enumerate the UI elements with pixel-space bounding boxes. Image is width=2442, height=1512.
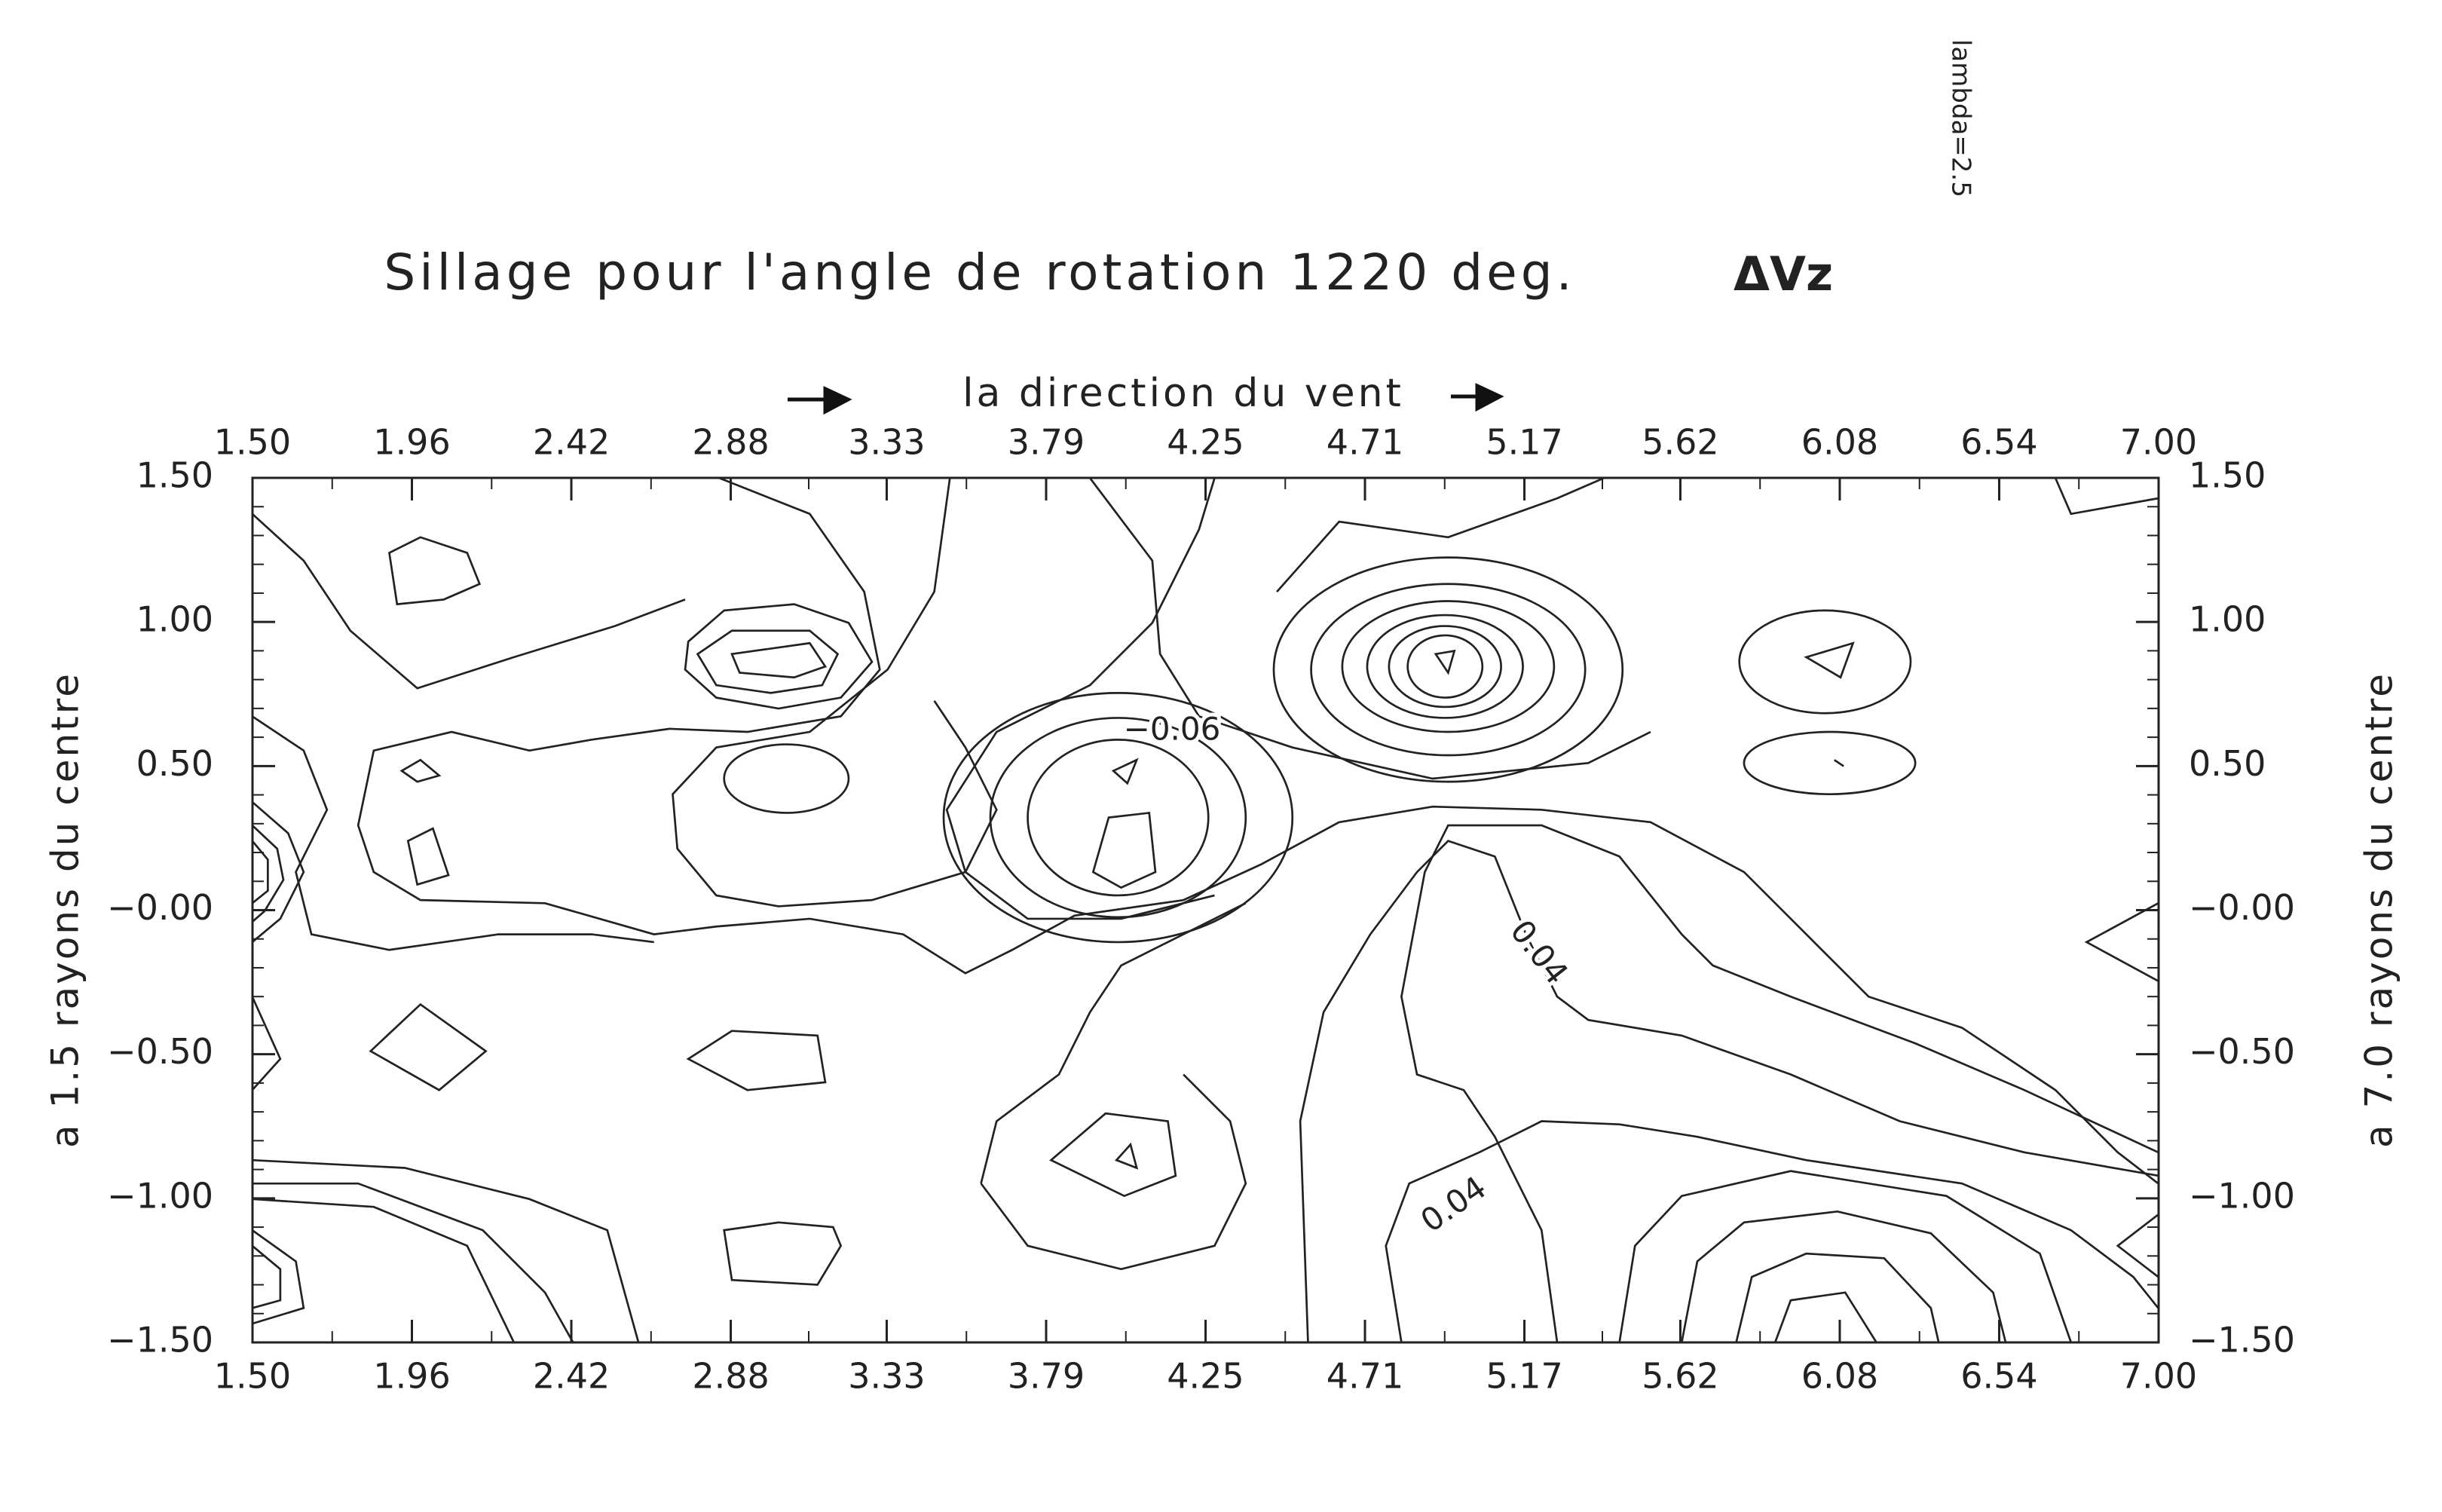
x2-tick-label: 2.42 bbox=[533, 422, 610, 463]
y2-tick-label: −1.00 bbox=[2189, 1175, 2295, 1216]
x2-tick-label: 3.79 bbox=[1008, 422, 1085, 463]
x2-tick-label: 4.71 bbox=[1327, 422, 1403, 463]
y-tick-label: −1.00 bbox=[107, 1175, 213, 1216]
x-tick-label: 5.17 bbox=[1486, 1356, 1562, 1397]
x-tick-label: 6.54 bbox=[1960, 1356, 2037, 1397]
x-tick-label: 1.50 bbox=[214, 1356, 291, 1397]
x2-tick-label: 6.08 bbox=[1801, 422, 1878, 463]
contour-lines bbox=[251, 477, 2159, 1343]
y2-tick-label: −0.00 bbox=[2189, 887, 2295, 928]
y-tick-label: 0.50 bbox=[136, 743, 213, 784]
x-tick-label: 2.42 bbox=[533, 1356, 610, 1397]
y2-tick-label: 1.00 bbox=[2189, 599, 2266, 640]
side-note: lambda=2.5 bbox=[1946, 39, 1976, 197]
x2-axis-label: la direction du vent bbox=[962, 371, 1404, 416]
x2-tick-label: 6.54 bbox=[1960, 422, 2037, 463]
y-tick-label: 1.00 bbox=[136, 599, 213, 640]
x2-tick-label: 7.00 bbox=[2120, 422, 2197, 463]
x-tick-label: 3.79 bbox=[1008, 1356, 1085, 1397]
y-tick-label: 1.50 bbox=[136, 455, 213, 496]
y2-tick-label: 0.50 bbox=[2189, 743, 2266, 784]
x2-tick-label: 2.88 bbox=[692, 422, 769, 463]
y-tick-label: −0.50 bbox=[107, 1031, 213, 1072]
plot-frame bbox=[251, 476, 2160, 1344]
y-axis-label: a 1.5 rayons du centre bbox=[44, 672, 87, 1148]
x-tick-label: 6.08 bbox=[1801, 1356, 1878, 1397]
y2-tick-label: 1.50 bbox=[2189, 455, 2266, 496]
x-tick-label: 7.00 bbox=[2120, 1356, 2197, 1397]
x-tick-label: 2.88 bbox=[692, 1356, 769, 1397]
x2-tick-label: 4.25 bbox=[1167, 422, 1244, 463]
contour-label: 0.04 bbox=[1414, 1169, 1493, 1240]
x2-tick-label: 1.96 bbox=[373, 422, 450, 463]
x2-tick-label: 1.50 bbox=[214, 422, 291, 463]
y-tick-label: −1.50 bbox=[107, 1320, 213, 1360]
y2-axis-label: a 7.0 rayons du centre bbox=[2358, 672, 2401, 1148]
title-annotation: ΔVz bbox=[1734, 246, 1833, 301]
chart-title: Sillage pour l'angle de rotation 1220 de… bbox=[384, 243, 1575, 301]
x-tick-label: 4.71 bbox=[1327, 1356, 1403, 1397]
x-tick-label: 1.96 bbox=[373, 1356, 450, 1397]
contour-label: 0.04 bbox=[1503, 913, 1575, 991]
y-tick-label: −0.00 bbox=[107, 887, 213, 928]
x-tick-label: 3.33 bbox=[848, 1356, 925, 1397]
x-tick-label: 5.62 bbox=[1642, 1356, 1718, 1397]
x2-tick-label: 5.17 bbox=[1486, 422, 1562, 463]
contour-label: −0.06 bbox=[1124, 711, 1221, 748]
x-tick-label: 4.25 bbox=[1167, 1356, 1244, 1397]
y2-tick-label: −0.50 bbox=[2189, 1031, 2295, 1072]
direction-arrows bbox=[788, 383, 1504, 415]
x2-tick-label: 3.33 bbox=[848, 422, 925, 463]
x2-tick-label: 5.62 bbox=[1642, 422, 1718, 463]
y2-tick-label: −1.50 bbox=[2189, 1320, 2295, 1360]
